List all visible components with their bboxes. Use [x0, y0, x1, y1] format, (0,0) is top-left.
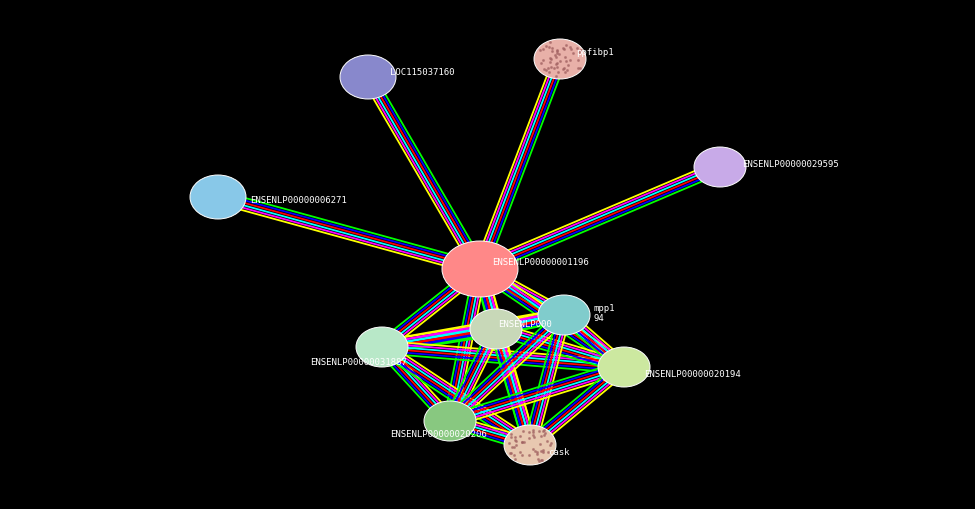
- Ellipse shape: [694, 148, 746, 188]
- Text: cask: cask: [548, 447, 569, 456]
- Ellipse shape: [442, 242, 518, 297]
- Ellipse shape: [356, 327, 408, 367]
- Text: ppfibp1: ppfibp1: [576, 48, 613, 57]
- Ellipse shape: [534, 40, 586, 80]
- Text: ENSENLP00000029595: ENSENLP00000029595: [742, 160, 838, 168]
- Text: LOC115037160: LOC115037160: [390, 68, 454, 77]
- Ellipse shape: [598, 347, 650, 387]
- Text: ENSENLP00000006271: ENSENLP00000006271: [250, 195, 347, 205]
- Ellipse shape: [538, 295, 590, 335]
- Ellipse shape: [340, 56, 396, 100]
- Ellipse shape: [470, 309, 522, 349]
- Ellipse shape: [190, 176, 246, 219]
- Ellipse shape: [504, 425, 556, 465]
- Text: ENSENLP00000020194: ENSENLP00000020194: [644, 369, 741, 378]
- Text: ENSENLP00000001196: ENSENLP00000001196: [492, 258, 589, 267]
- Ellipse shape: [424, 401, 476, 441]
- Text: mpp1
94: mpp1 94: [594, 303, 615, 323]
- Text: ENSENLP00000031887: ENSENLP00000031887: [310, 357, 407, 366]
- Text: ENSENLP000: ENSENLP000: [498, 319, 552, 328]
- Text: ENSENLP00000020206: ENSENLP00000020206: [390, 429, 487, 438]
